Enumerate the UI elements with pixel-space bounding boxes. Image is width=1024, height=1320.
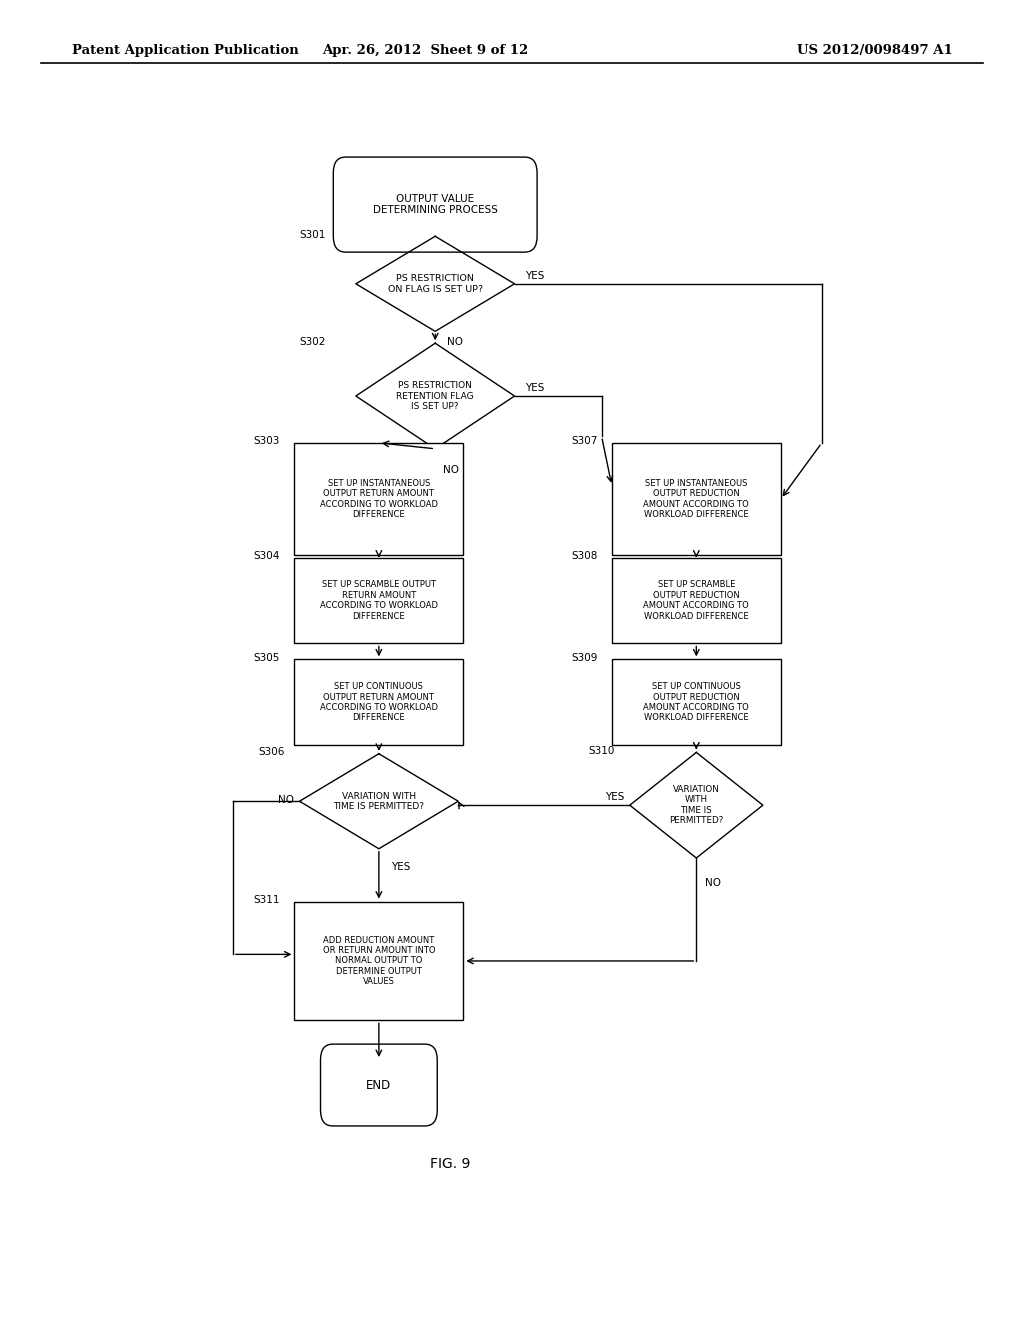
Text: YES: YES	[524, 271, 544, 281]
Text: S301: S301	[299, 230, 326, 240]
Text: PS RESTRICTION
ON FLAG IS SET UP?: PS RESTRICTION ON FLAG IS SET UP?	[388, 275, 482, 293]
Text: VARIATION
WITH
TIME IS
PERMITTED?: VARIATION WITH TIME IS PERMITTED?	[669, 785, 724, 825]
Text: SET UP INSTANTANEOUS
OUTPUT REDUCTION
AMOUNT ACCORDING TO
WORKLOAD DIFFERENCE: SET UP INSTANTANEOUS OUTPUT REDUCTION AM…	[643, 479, 750, 519]
Text: Patent Application Publication: Patent Application Publication	[72, 44, 298, 57]
Text: S310: S310	[589, 746, 615, 756]
FancyBboxPatch shape	[321, 1044, 437, 1126]
Text: S308: S308	[571, 552, 597, 561]
Text: S305: S305	[253, 652, 280, 663]
Bar	[295, 660, 463, 744]
Text: YES: YES	[524, 383, 544, 393]
Text: END: END	[367, 1078, 391, 1092]
Text: S306: S306	[258, 747, 285, 758]
Bar	[295, 902, 463, 1020]
Text: S304: S304	[253, 552, 280, 561]
Text: FIG. 9: FIG. 9	[430, 1158, 471, 1171]
Text: SET UP SCRAMBLE
OUTPUT REDUCTION
AMOUNT ACCORDING TO
WORKLOAD DIFFERENCE: SET UP SCRAMBLE OUTPUT REDUCTION AMOUNT …	[643, 581, 750, 620]
FancyBboxPatch shape	[334, 157, 537, 252]
Text: YES: YES	[605, 792, 625, 803]
Bar	[612, 660, 781, 744]
Text: SET UP SCRAMBLE OUTPUT
RETURN AMOUNT
ACCORDING TO WORKLOAD
DIFFERENCE: SET UP SCRAMBLE OUTPUT RETURN AMOUNT ACC…	[319, 581, 438, 620]
Text: SET UP CONTINUOUS
OUTPUT RETURN AMOUNT
ACCORDING TO WORKLOAD
DIFFERENCE: SET UP CONTINUOUS OUTPUT RETURN AMOUNT A…	[319, 682, 438, 722]
Bar	[612, 444, 781, 554]
Text: S302: S302	[299, 337, 326, 347]
Text: NO: NO	[443, 465, 460, 475]
Text: VARIATION WITH
TIME IS PERMITTED?: VARIATION WITH TIME IS PERMITTED?	[334, 792, 424, 810]
Bar	[612, 557, 781, 643]
Bar	[295, 444, 463, 554]
Text: S307: S307	[571, 436, 597, 446]
Text: S309: S309	[571, 652, 597, 663]
Text: SET UP INSTANTANEOUS
OUTPUT RETURN AMOUNT
ACCORDING TO WORKLOAD
DIFFERENCE: SET UP INSTANTANEOUS OUTPUT RETURN AMOUN…	[319, 479, 438, 519]
Text: YES: YES	[391, 862, 411, 873]
Text: SET UP CONTINUOUS
OUTPUT REDUCTION
AMOUNT ACCORDING TO
WORKLOAD DIFFERENCE: SET UP CONTINUOUS OUTPUT REDUCTION AMOUN…	[643, 682, 750, 722]
Text: NO: NO	[705, 878, 721, 888]
Text: NO: NO	[279, 795, 295, 805]
Text: S311: S311	[253, 895, 280, 906]
Text: NO: NO	[447, 338, 464, 347]
Text: Apr. 26, 2012  Sheet 9 of 12: Apr. 26, 2012 Sheet 9 of 12	[322, 44, 528, 57]
Bar	[295, 557, 463, 643]
Text: OUTPUT VALUE
DETERMINING PROCESS: OUTPUT VALUE DETERMINING PROCESS	[373, 194, 498, 215]
Text: S303: S303	[253, 436, 280, 446]
Text: ADD REDUCTION AMOUNT
OR RETURN AMOUNT INTO
NORMAL OUTPUT TO
DETERMINE OUTPUT
VAL: ADD REDUCTION AMOUNT OR RETURN AMOUNT IN…	[323, 936, 435, 986]
Text: PS RESTRICTION
RETENTION FLAG
IS SET UP?: PS RESTRICTION RETENTION FLAG IS SET UP?	[396, 381, 474, 411]
Text: US 2012/0098497 A1: US 2012/0098497 A1	[797, 44, 952, 57]
